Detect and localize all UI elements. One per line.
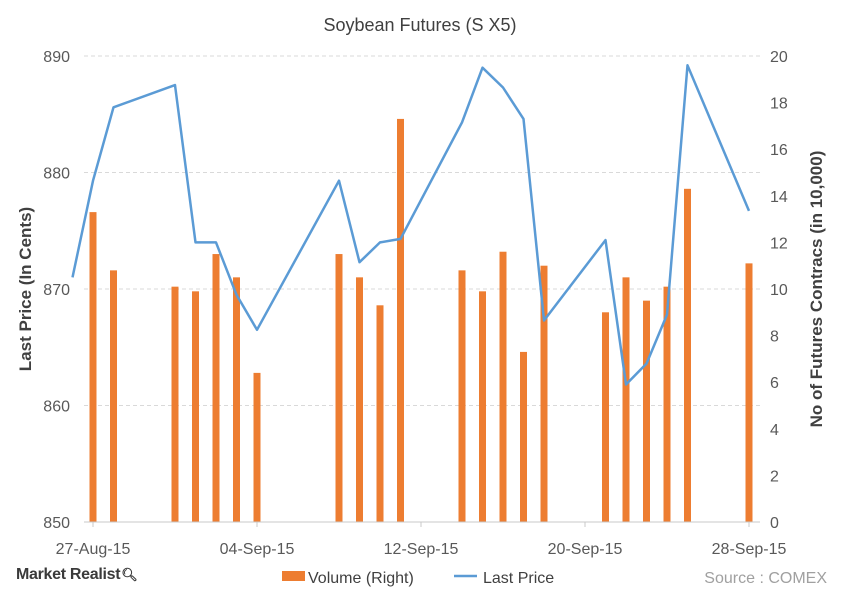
x-axis-ticks: 27-Aug-15 04-Sep-15 12-Sep-15 20-Sep-15 28-S…	[56, 522, 787, 558]
y-axis-right-label: No of Futures Contracs (in 10,000)	[807, 151, 826, 428]
x-tick-label: 27-Aug-15	[56, 541, 131, 558]
y-right-tick-label: 16	[770, 142, 788, 159]
volume-bar	[458, 270, 466, 522]
legend-volume-label: Volume (Right)	[308, 570, 414, 587]
volume-bar	[110, 270, 117, 522]
source-label: Source : COMEX	[704, 570, 827, 587]
y-left-tick-label: 890	[43, 49, 70, 66]
volume-bar	[335, 254, 343, 523]
volume-bar	[212, 254, 220, 523]
y-left-tick-label: 850	[43, 515, 70, 532]
y-right-tick-label: 6	[770, 375, 779, 392]
x-tick-label: 20-Sep-15	[548, 541, 623, 558]
y-right-tick-label: 14	[770, 189, 788, 206]
volume-bar	[745, 263, 753, 522]
y-left-tick-label: 880	[43, 166, 70, 183]
volume-bar	[89, 212, 97, 523]
price-line	[71, 64, 751, 386]
y-right-tick-label: 0	[770, 515, 779, 532]
y-right-tick-label: 4	[770, 422, 779, 439]
volume-bar	[663, 286, 671, 522]
brand-name: Market Realist	[16, 566, 121, 583]
volume-bar	[479, 291, 486, 522]
y-right-tick-label: 2	[770, 468, 779, 485]
y-right-tick-label: 18	[770, 96, 788, 113]
magnifier-icon: 🔍︎	[121, 567, 138, 582]
x-tick-label: 12-Sep-15	[384, 541, 459, 558]
volume-bar	[397, 118, 404, 522]
volume-bar	[622, 277, 630, 522]
y-axis-right-ticks: 0 2 4 6 8 10 12 14 16 18 20	[770, 49, 788, 532]
brand-logo: Market Realist🔍︎	[16, 566, 138, 584]
legend-volume-swatch	[282, 571, 305, 581]
volume-bar	[233, 277, 240, 522]
volume-bar	[376, 305, 384, 522]
volume-bar	[520, 351, 527, 522]
volume-bar	[499, 251, 507, 522]
volume-bar	[602, 312, 609, 522]
x-tick-label: 04-Sep-15	[220, 541, 295, 558]
volume-bar	[540, 265, 548, 522]
legend: Volume (Right) Last Price	[282, 570, 554, 587]
y-right-tick-label: 8	[770, 329, 779, 346]
y-left-tick-label: 860	[43, 399, 70, 416]
volume-bar	[171, 286, 179, 522]
volume-bar	[643, 300, 650, 522]
chart-title: Soybean Futures (S X5)	[323, 15, 516, 35]
legend-price-label: Last Price	[483, 570, 554, 587]
y-right-tick-label: 20	[770, 49, 788, 66]
price-line-group	[71, 64, 751, 386]
volume-bar	[192, 291, 199, 522]
volume-bar	[253, 372, 261, 522]
y-axis-left-label: Last Price (In Cents)	[16, 207, 35, 371]
volume-bar	[684, 188, 691, 522]
y-right-tick-label: 12	[770, 235, 788, 252]
volume-bar	[356, 277, 363, 522]
x-tick-label: 28-Sep-15	[712, 541, 787, 558]
volume-bars	[89, 118, 753, 523]
y-left-tick-label: 870	[43, 282, 70, 299]
y-right-tick-label: 10	[770, 282, 788, 299]
y-axis-left-ticks: 850 860 870 880 890	[43, 49, 70, 532]
gridlines	[84, 55, 760, 406]
